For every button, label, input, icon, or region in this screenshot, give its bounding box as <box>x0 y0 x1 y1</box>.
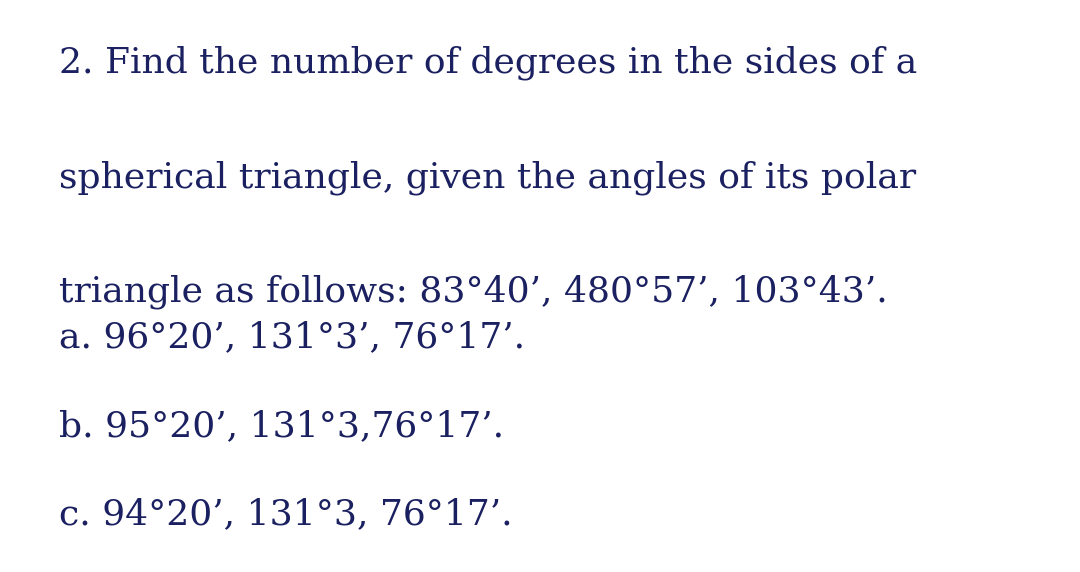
Text: triangle as follows: 83°40’, 480°57’, 103°43’.: triangle as follows: 83°40’, 480°57’, 10… <box>59 275 888 309</box>
Text: c. 94°20’, 131°3, 76°17’.: c. 94°20’, 131°3, 76°17’. <box>59 498 513 531</box>
Text: spherical triangle, given the angles of its polar: spherical triangle, given the angles of … <box>59 160 917 194</box>
Text: b. 95°20’, 131°3,76°17’.: b. 95°20’, 131°3,76°17’. <box>59 409 504 443</box>
Text: 2. Find the number of degrees in the sides of a: 2. Find the number of degrees in the sid… <box>59 46 918 80</box>
Text: a. 96°20’, 131°3’, 76°17’.: a. 96°20’, 131°3’, 76°17’. <box>59 320 526 354</box>
